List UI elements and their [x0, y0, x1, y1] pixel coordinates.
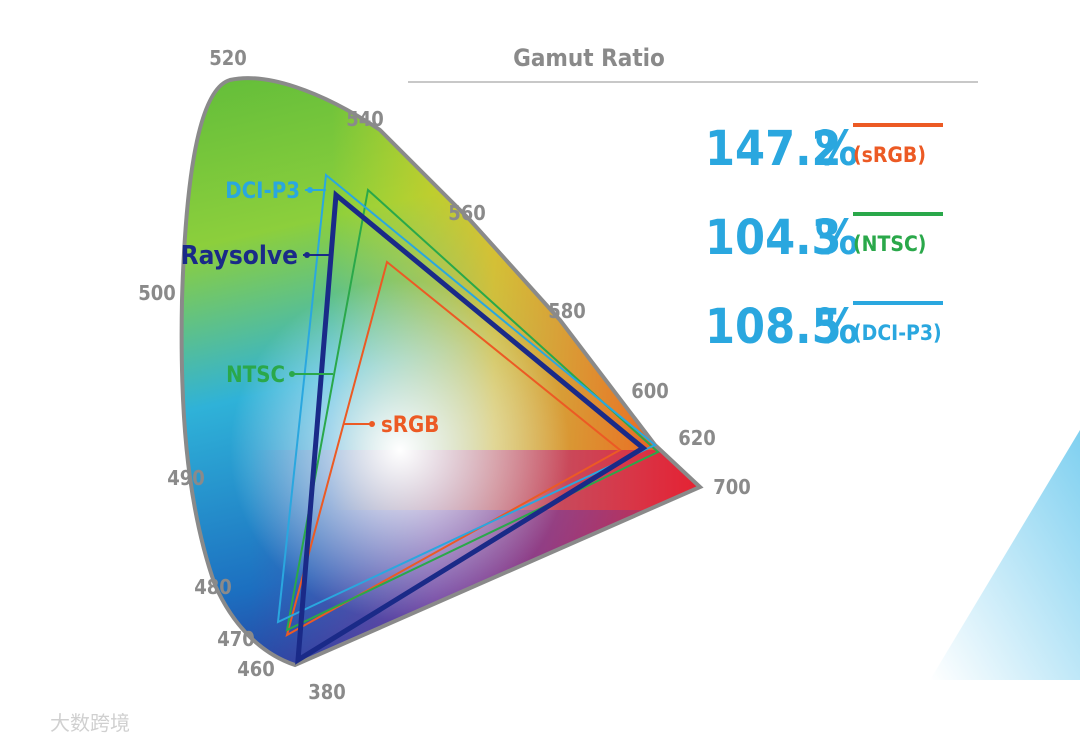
watermark: 大数跨境 [50, 711, 130, 735]
decor [930, 430, 1080, 680]
wavelength-label: 490 [167, 466, 205, 490]
wavelength-label: 700 [713, 475, 751, 499]
title: Gamut Ratio [513, 44, 665, 72]
wavelength-label: 580 [548, 299, 586, 323]
leaders [289, 187, 375, 427]
raysolve-triangle [295, 190, 648, 665]
ratio-label: (NTSC) [853, 232, 926, 256]
wavelength-label: 460 [237, 657, 275, 681]
wavelength-label: 520 [209, 46, 247, 70]
ratio-value: 147.2 [705, 121, 842, 177]
gamut-label: NTSC [226, 363, 285, 388]
wavelength-label: 560 [448, 201, 486, 225]
dci-p3-triangle [276, 173, 657, 624]
ratio-unit: % [815, 299, 858, 355]
wavelength-labels: 520 540 560 580 600 620 700 500 490 480 470 460 380 [138, 46, 751, 704]
wavelength-label: 500 [138, 281, 176, 305]
wavelength-label: 600 [631, 379, 669, 403]
wavelength-label: 380 [308, 680, 346, 704]
gamut-label: DCI-P3 [225, 179, 300, 204]
ratio-value: 108.5 [705, 299, 842, 355]
ratio-unit: % [815, 210, 858, 266]
gamut-label: sRGB [381, 413, 439, 438]
wavelength-label: 540 [346, 107, 384, 131]
ntsc-triangle [285, 188, 660, 632]
wavelength-label: 620 [678, 426, 716, 450]
ratio-label: (sRGB) [853, 143, 926, 167]
ratio-unit: % [815, 121, 858, 177]
ratio-value: 104.3 [705, 210, 842, 266]
srgb-triangle [285, 260, 622, 638]
ratio-label: (DCI-P3) [853, 321, 942, 345]
gamut-label: Raysolve [181, 241, 298, 271]
wavelength-label: 480 [194, 575, 232, 599]
ratios: 147.2%(sRGB)104.3%(NTSC)108.5%(DCI-P3) [705, 121, 943, 355]
wavelength-label: 470 [217, 627, 255, 651]
